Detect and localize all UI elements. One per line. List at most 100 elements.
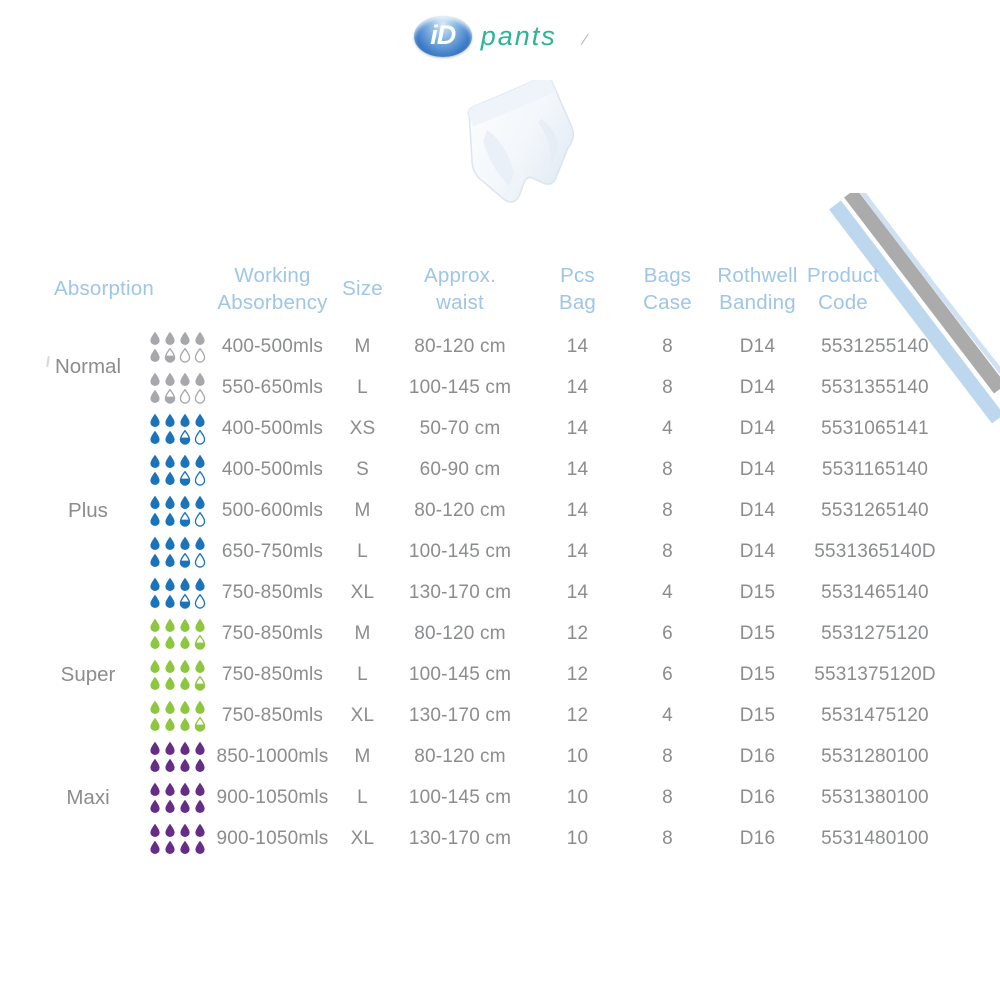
cell-bags-case: 8 (662, 458, 673, 480)
cell-absorbency: 750-850mls (221, 704, 324, 726)
droplet-icon-half (194, 716, 206, 732)
droplet-icon-full (165, 758, 175, 772)
droplet-icon-full (165, 840, 175, 854)
pants-illustration (467, 75, 575, 203)
droplet-icon-full (180, 782, 190, 796)
cell-banding: D14 (739, 499, 776, 521)
cell-pcs-bag: 14 (566, 335, 589, 357)
stray-slash-mark: / (580, 31, 588, 49)
droplet-icon-full (150, 799, 160, 813)
cell-absorbency: 400-500mls (221, 417, 324, 439)
droplet-icon-full (165, 618, 175, 632)
droplet-icon-full (150, 413, 160, 427)
cell-banding: D16 (739, 827, 776, 849)
group-label-plus: Plus (68, 498, 108, 522)
cell-size: L (357, 663, 368, 685)
droplet-icon-full (180, 618, 190, 632)
cell-bags-case: 8 (662, 827, 673, 849)
cell-size: M (354, 335, 371, 357)
column-header-pcs-bag: Pcs Bag (558, 263, 597, 314)
droplet-icon-half (164, 347, 176, 363)
droplet-icon-full (195, 799, 205, 813)
droplet-icon-full (165, 741, 175, 755)
droplet-icon-full (180, 700, 190, 714)
droplet-icon-full (165, 717, 175, 731)
cell-banding: D14 (739, 335, 776, 357)
absorbency-droplets-icon (148, 618, 208, 650)
cell-waist: 80-120 cm (414, 622, 506, 644)
table-row: 750-850mls L 100-145 cm 12 6 D15 5531375120D (140, 654, 945, 695)
cell-pcs-bag: 10 (566, 827, 589, 849)
droplet-icon-full (150, 618, 160, 632)
droplet-icon-empty (194, 593, 206, 609)
droplet-icon-half (164, 388, 176, 404)
droplet-icon-full (180, 577, 190, 591)
droplet-icon-full (180, 659, 190, 673)
column-header-product-code: Product Code (806, 263, 880, 314)
droplet-icon-full (195, 782, 205, 796)
cell-absorbency: 750-850mls (221, 622, 324, 644)
cell-size: M (354, 622, 371, 644)
droplet-icon-full (180, 758, 190, 772)
corner-swoosh-decoration (829, 193, 1000, 424)
droplet-icon-full (165, 430, 175, 444)
product-photo-pants (448, 75, 603, 215)
table-row: 900-1050mls L 100-145 cm 10 8 D16 5531380100 (140, 777, 945, 818)
cell-absorbency: 900-1050mls (216, 827, 329, 849)
droplet-icon-full (150, 372, 160, 386)
spec-table: Absorption Working Absorbency Size Appro… (40, 252, 945, 859)
droplet-icon-full (195, 536, 205, 550)
droplet-icon-full (180, 331, 190, 345)
absorbency-droplets-icon (148, 413, 208, 445)
cell-absorbency: 650-750mls (221, 540, 324, 562)
absorbency-droplets-icon (148, 536, 208, 568)
cell-code: 5531475120 (821, 704, 929, 726)
absorption-group-plus: Plus 400-500mls XS 50-70 cm 14 4 D14 5531065141… (40, 408, 945, 613)
column-header-size: Size (342, 277, 383, 301)
droplet-icon-full (180, 717, 190, 731)
droplet-icon-full (165, 454, 175, 468)
droplet-icon-full (150, 782, 160, 796)
droplet-icon-half (194, 634, 206, 650)
cell-pcs-bag: 14 (566, 499, 589, 521)
droplet-icon-empty (194, 429, 206, 445)
column-header-bags-case: Bags Case (643, 263, 692, 314)
table-row: 900-1050mls XL 130-170 cm 10 8 D16 5531480100 (140, 818, 945, 859)
droplet-icon-full (150, 348, 160, 362)
droplet-icon-full (165, 512, 175, 526)
cell-bags-case: 8 (662, 786, 673, 808)
droplet-icon-full (165, 594, 175, 608)
group-label-super: Super (60, 662, 116, 686)
cell-absorbency: 900-1050mls (216, 786, 329, 808)
droplet-icon-full (195, 495, 205, 509)
droplet-icon-full (195, 372, 205, 386)
cell-banding: D15 (739, 622, 776, 644)
cell-pcs-bag: 14 (566, 376, 589, 398)
droplet-icon-full (165, 700, 175, 714)
cell-bags-case: 4 (662, 417, 673, 439)
droplet-icon-half (194, 675, 206, 691)
cell-pcs-bag: 14 (566, 417, 589, 439)
droplet-icon-full (180, 495, 190, 509)
droplet-icon-full (180, 823, 190, 837)
droplet-icon-full (195, 758, 205, 772)
droplet-icon-full (195, 454, 205, 468)
table-row: 400-500mls M 80-120 cm 14 8 D14 5531255140 (140, 326, 945, 367)
droplet-icon-full (195, 700, 205, 714)
droplet-icon-full (180, 799, 190, 813)
cell-size: L (357, 786, 368, 808)
cell-pcs-bag: 12 (566, 663, 589, 685)
cell-bags-case: 8 (662, 540, 673, 562)
table-row: 750-850mls XL 130-170 cm 12 4 D15 5531475120 (140, 695, 945, 736)
absorbency-droplets-icon (148, 454, 208, 486)
cell-size: M (354, 499, 371, 521)
droplet-icon-full (165, 331, 175, 345)
table-row: 750-850mls M 80-120 cm 12 6 D15 5531275120 (140, 613, 945, 654)
cell-banding: D15 (739, 663, 776, 685)
cell-size: M (354, 745, 371, 767)
cell-waist: 130-170 cm (408, 704, 512, 726)
cell-banding: D14 (739, 540, 776, 562)
cell-absorbency: 550-650mls (221, 376, 324, 398)
cell-size: XL (350, 581, 375, 603)
droplet-icon-full (150, 594, 160, 608)
